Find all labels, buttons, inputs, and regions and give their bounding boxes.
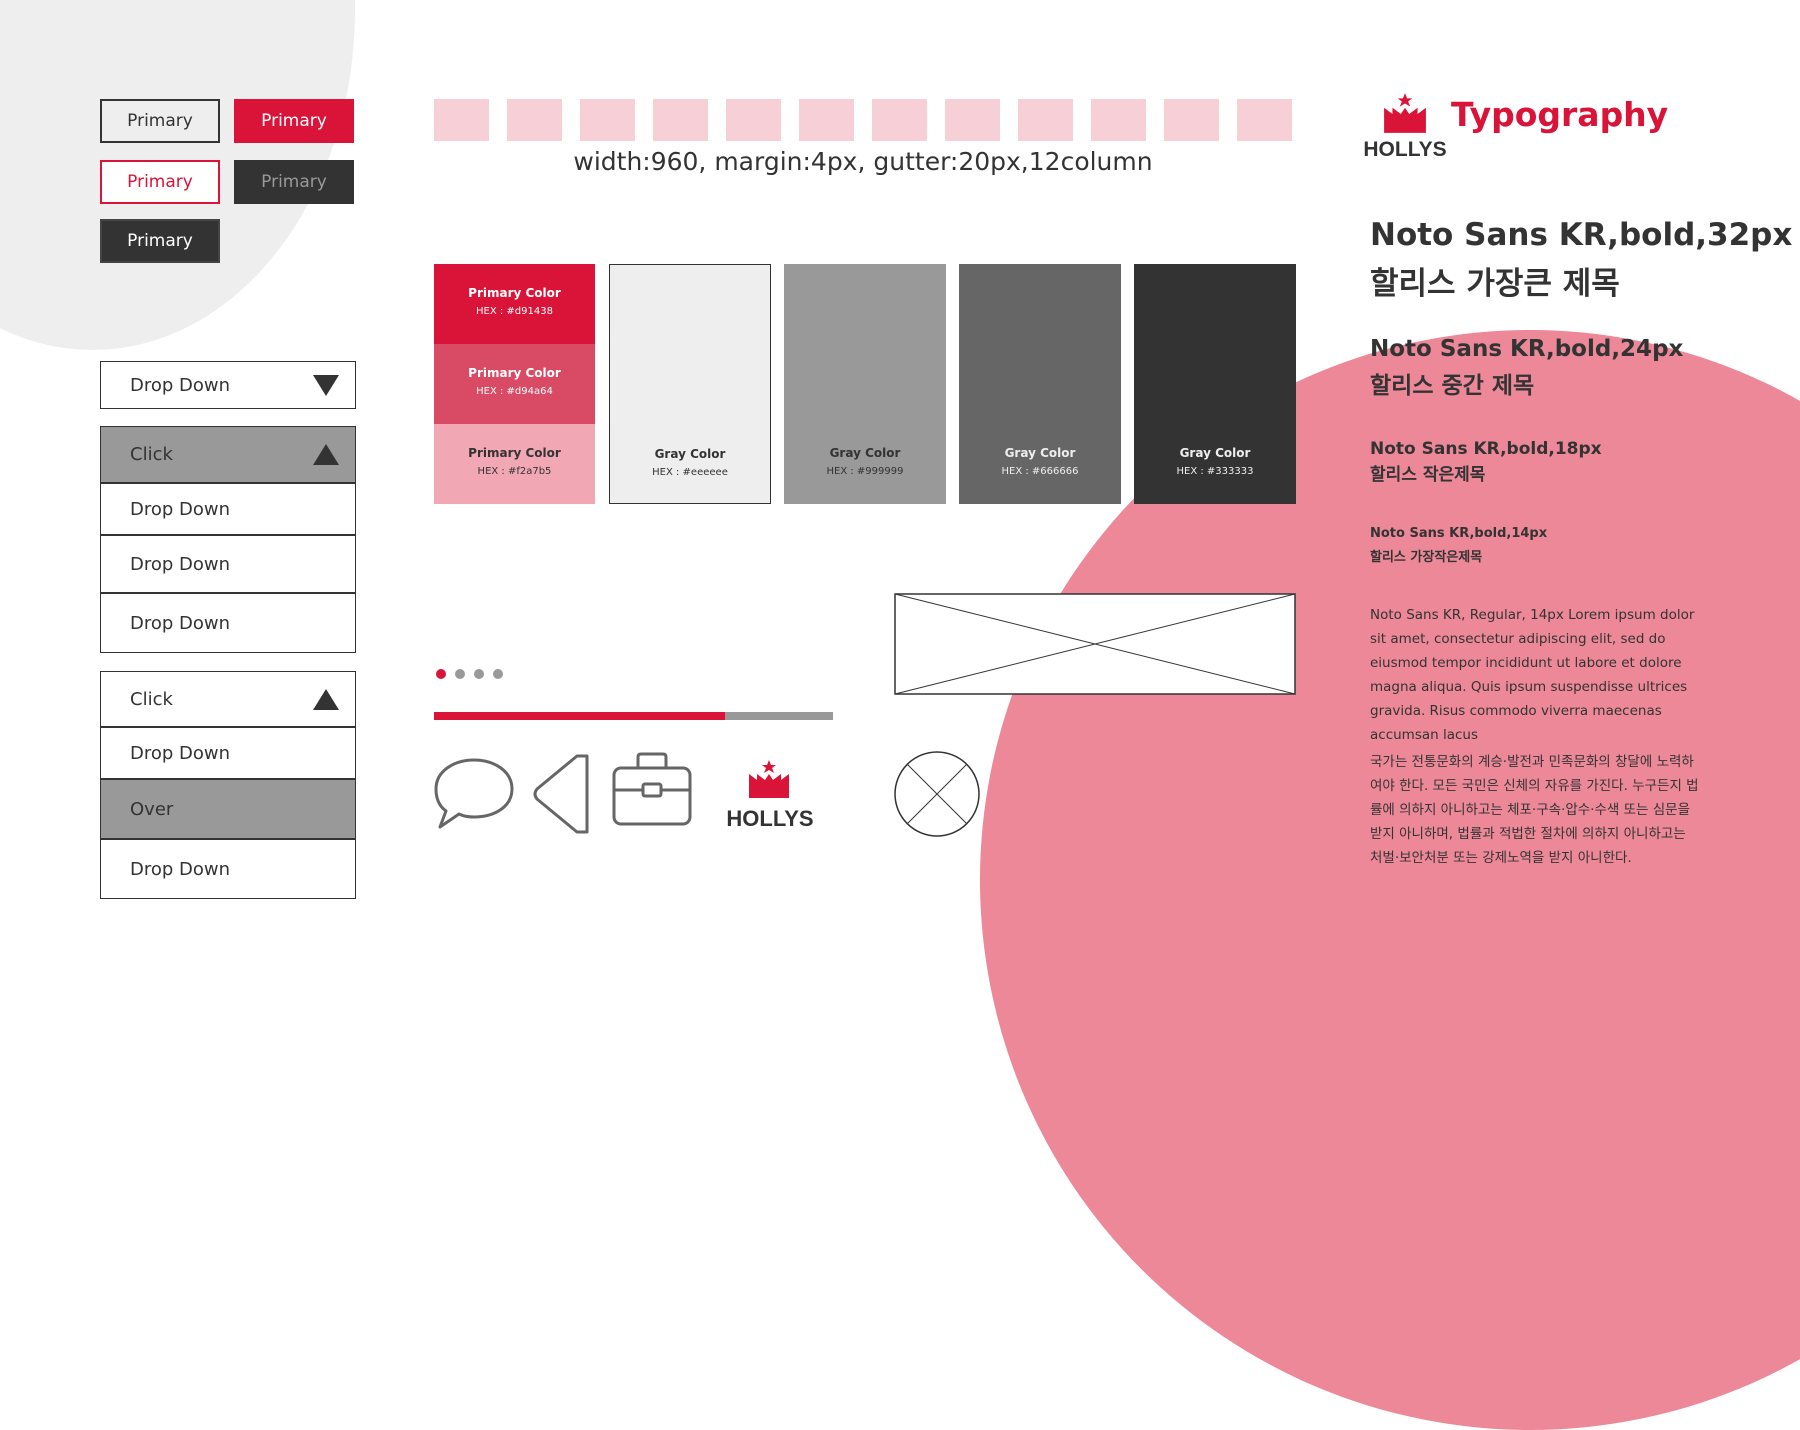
primary-button-filled[interactable]: Primary: [234, 99, 354, 143]
carousel-dot-active[interactable]: [436, 669, 446, 679]
chevron-down-icon: [313, 374, 339, 396]
body-text-korean: 국가는 전통문화의 계승·발전과 민족문화의 창달에 노력하여야 한다. 모든 …: [1370, 754, 1699, 866]
image-placeholder: [894, 593, 1296, 695]
carousel-dot[interactable]: [493, 669, 503, 679]
dropdown-open-header[interactable]: Click: [100, 426, 356, 483]
grid-column: [580, 99, 635, 141]
grid-column: [434, 99, 489, 141]
dropdown-open-header[interactable]: Click: [100, 671, 356, 727]
image-placeholder-circle: [894, 751, 980, 837]
dropdown-closed[interactable]: Drop Down: [100, 361, 356, 409]
dropdown-label: Click: [130, 444, 173, 465]
heading-24-label: Noto Sans KR,bold,24px: [1370, 336, 1684, 362]
swatch-primary-1: Primary Color HEX : #d91438: [434, 264, 595, 344]
swatch-name: Gray Color: [654, 447, 726, 461]
swatch-hex: HEX : #f2a7b5: [477, 466, 552, 477]
grid-column: [945, 99, 1000, 141]
logo-text: HOLLYS: [1363, 138, 1447, 161]
briefcase-icon: [612, 752, 692, 826]
carousel-dot[interactable]: [455, 669, 465, 679]
grid-column: [1164, 99, 1219, 141]
chevron-up-icon: [313, 444, 339, 465]
dropdown-option[interactable]: Drop Down: [100, 839, 356, 899]
swatch-name: Gray Color: [829, 446, 901, 460]
option-label: Drop Down: [130, 553, 231, 575]
primary-button-outline-red[interactable]: Primary: [100, 160, 220, 204]
dropdown-option[interactable]: Drop Down: [100, 593, 356, 653]
grid-caption: width:960, margin:4px, gutter:20px,12col…: [573, 147, 1153, 176]
option-label: Drop Down: [130, 498, 231, 520]
swatch-hex: HEX : #eeeeee: [652, 467, 728, 478]
option-label: Drop Down: [130, 612, 231, 634]
swatch-gray-eeeeee: Gray Color HEX : #eeeeee: [609, 264, 771, 504]
hollys-logo: HOLLYS: [1360, 93, 1450, 163]
crown-icon: [1384, 93, 1426, 133]
swatch-name: Primary Color: [468, 446, 561, 460]
grid-column: [1018, 99, 1073, 141]
heading-14-sample: 할리스 가장작은제목: [1370, 550, 1483, 565]
heading-32-label: Noto Sans KR,bold,32px: [1370, 217, 1793, 253]
dropdown-option-hover[interactable]: Over: [100, 779, 356, 839]
dropdown-label: Click: [130, 688, 173, 710]
grid-column: [799, 99, 854, 141]
swatch-name: Gray Color: [1004, 446, 1076, 460]
swatch-hex: HEX : #d91438: [476, 306, 553, 317]
primary-button-disabled[interactable]: Primary: [234, 160, 354, 204]
swatch-hex: HEX : #333333: [1176, 466, 1254, 477]
swatch-name: Primary Color: [468, 366, 561, 380]
grid-column: [507, 99, 562, 141]
body-text-english: Noto Sans KR, Regular, 14px Lorem ipsum …: [1370, 607, 1695, 743]
option-label: Drop Down: [130, 858, 231, 880]
swatch-primary-3: Primary Color HEX : #f2a7b5: [434, 424, 595, 504]
option-label: Drop Down: [130, 742, 231, 764]
chevron-up-icon: [313, 688, 339, 710]
swatch-name: Gray Color: [1179, 446, 1251, 460]
heading-24-sample: 할리스 중간 제목: [1370, 373, 1535, 399]
option-label: Over: [130, 798, 174, 820]
crown-icon: [749, 760, 789, 798]
carousel-dot[interactable]: [474, 669, 484, 679]
grid-column: [1237, 99, 1292, 141]
dropdown-option[interactable]: Drop Down: [100, 727, 356, 779]
speech-bubble-icon: [434, 758, 514, 829]
logo-text: HOLLYS: [726, 806, 814, 831]
grid-column: [726, 99, 781, 141]
primary-button-outline[interactable]: Primary: [100, 99, 220, 143]
grid-column: [1091, 99, 1146, 141]
grid-column: [872, 99, 927, 141]
grid-column: [653, 99, 708, 141]
primary-button-dark[interactable]: Primary: [100, 219, 220, 263]
heading-18-label: Noto Sans KR,bold,18px: [1370, 439, 1602, 459]
swatch-hex: HEX : #999999: [826, 466, 904, 477]
swatch-hex: HEX : #666666: [1001, 466, 1079, 477]
swatch-primary-2: Primary Color HEX : #d94a64: [434, 344, 595, 424]
swatch-name: Primary Color: [468, 286, 561, 300]
heading-18-sample: 할리스 작은제목: [1370, 465, 1486, 485]
dropdown-option[interactable]: Drop Down: [100, 483, 356, 535]
swatch-gray-333333: Gray Color HEX : #333333: [1134, 264, 1296, 504]
heading-32-sample: 할리스 가장큰 제목: [1370, 266, 1620, 302]
dropdown-option[interactable]: Drop Down: [100, 535, 356, 593]
swatch-gray-666666: Gray Color HEX : #666666: [959, 264, 1121, 504]
progress-fill: [434, 712, 726, 720]
speaker-icon: [533, 754, 589, 834]
swatch-gray-999999: Gray Color HEX : #999999: [784, 264, 946, 504]
swatch-hex: HEX : #d94a64: [476, 386, 553, 397]
progress-bar: [434, 712, 833, 720]
heading-14-label: Noto Sans KR,bold,14px: [1370, 526, 1548, 541]
hollys-logo: HOLLYS: [726, 760, 814, 836]
typography-title: Typography: [1451, 95, 1669, 134]
dropdown-label: Drop Down: [130, 374, 231, 396]
